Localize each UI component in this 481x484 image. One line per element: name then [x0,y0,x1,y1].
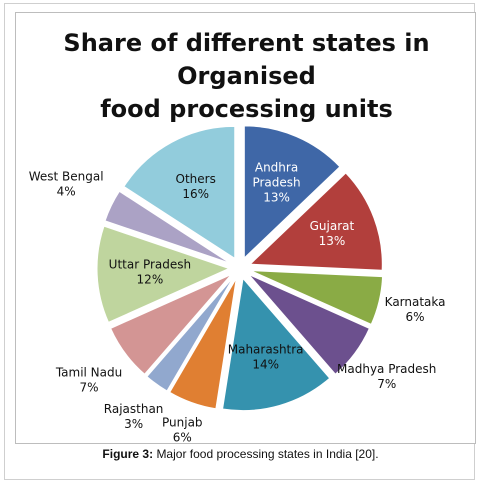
data-label-rajasthan: Rajasthan 3% [104,402,164,431]
pie-slice-punjab [169,278,237,410]
pie-slice-uttar-pradesh [96,225,231,323]
figure-caption: Figure 3: Major food processing states i… [0,447,481,461]
data-label-maharashtra: Maharashtra 14% [228,343,304,372]
chart-title: Share of different states in Organised f… [63,29,430,123]
pie-slice-gujarat [249,172,383,271]
data-label-madhya-pradesh: Madhya Pradesh 7% [337,362,436,391]
data-label-gujarat: Gujarat 13% [310,219,355,248]
pie-slice-others [123,125,236,260]
figure-frame: Share of different states in Organised f… [4,3,476,480]
data-label-tamil-nadu: Tamil Nadu 7% [55,365,122,394]
caption-text: Major food processing states in India [2… [156,447,379,461]
pie-chart: Andhra Pradesh 13% Gujarat 13% Karnataka 6% Mad… [29,125,446,445]
data-label-karnataka: Karnataka 6% [385,295,446,324]
data-label-west-bengal: West Bengal 4% [29,169,104,198]
data-label-uttar-pradesh: Uttar Pradesh 12% [109,258,191,287]
pie-slice-madhya-pradesh [248,274,371,375]
data-label-others: Others 16% [176,172,216,201]
data-label-punjab: Punjab 6% [162,416,203,445]
pie-slice-tamil-nadu [109,274,232,375]
pie-slice-andhra-pradesh [243,125,341,260]
chart-area: Share of different states in Organised f… [15,12,476,445]
data-label-andhra-pradesh: Andhra Pradesh 13% [252,161,300,205]
pie-slice-rajasthan [146,276,235,392]
pie-slice-west-bengal [104,190,231,264]
caption-label: Figure 3: [102,447,154,461]
pie-slice-karnataka [250,270,384,326]
pie-slice-maharashtra [222,277,331,412]
